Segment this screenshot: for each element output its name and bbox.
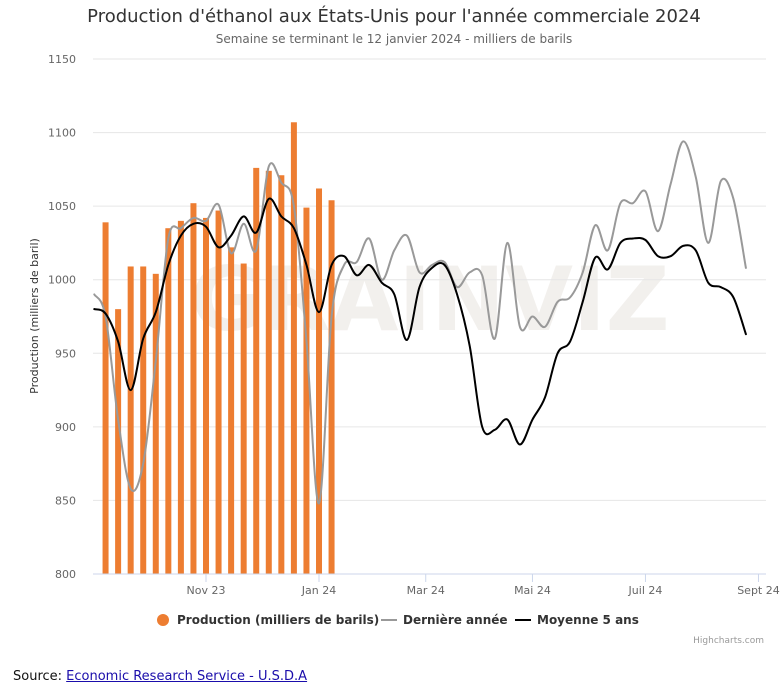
production-bars bbox=[102, 122, 335, 575]
source-prefix: Source: bbox=[13, 669, 67, 684]
highcharts-credits[interactable]: Highcharts.com bbox=[693, 636, 764, 646]
x-tick-label: Juil 24 bbox=[628, 584, 663, 597]
legend-five-year-average-label: Moyenne 5 ans bbox=[537, 613, 639, 627]
y-tick-label: 900 bbox=[55, 421, 76, 434]
series-lines bbox=[93, 140, 747, 505]
production-bar bbox=[203, 217, 210, 574]
watermark-logo: GRAINVIZ bbox=[190, 248, 669, 351]
y-tick-label: 1000 bbox=[48, 274, 76, 287]
legend-item-five-year-average[interactable]: Moyenne 5 ans bbox=[515, 613, 639, 627]
chart-title: Production d'éthanol aux États-Unis pour… bbox=[87, 5, 701, 27]
production-bar bbox=[303, 207, 310, 574]
x-tick-label: Nov 23 bbox=[187, 584, 226, 597]
production-bar bbox=[127, 266, 134, 574]
y-axis-label: Production (milliers de baril) bbox=[28, 238, 41, 394]
production-bar bbox=[228, 247, 235, 575]
watermark-text: GRAINVIZ bbox=[190, 248, 669, 351]
production-bar bbox=[278, 175, 285, 574]
ethanol-production-chart: Production d'éthanol aux États-Unis pour… bbox=[28, 5, 780, 646]
y-tick-label: 950 bbox=[55, 347, 76, 360]
x-tick-label: Sept 24 bbox=[737, 584, 780, 597]
five-year-average-line bbox=[93, 197, 747, 446]
production-bar bbox=[265, 170, 272, 575]
production-bar bbox=[165, 228, 172, 574]
production-bar bbox=[115, 309, 122, 574]
legend-production-marker bbox=[157, 614, 169, 626]
production-bar bbox=[290, 122, 297, 575]
production-bar bbox=[140, 266, 147, 574]
chart-subtitle: Semaine se terminant le 12 janvier 2024 … bbox=[216, 32, 573, 46]
source-line: Source: Economic Research Service - U.S.… bbox=[13, 669, 307, 684]
y-tick-label: 800 bbox=[55, 568, 76, 581]
production-bar bbox=[102, 222, 109, 575]
y-tick-label: 1150 bbox=[48, 53, 76, 66]
x-tick-label: Mai 24 bbox=[514, 584, 551, 597]
legend-item-production[interactable]: Production (milliers de barils) bbox=[157, 613, 379, 627]
y-tick-label: 1100 bbox=[48, 127, 76, 140]
legend-last-year-label: Dernière année bbox=[403, 613, 508, 627]
y-tick-label: 1050 bbox=[48, 200, 76, 213]
x-tick-label: Mar 24 bbox=[407, 584, 445, 597]
production-bar bbox=[240, 263, 247, 574]
production-bar bbox=[215, 210, 222, 575]
source-link[interactable]: Economic Research Service - U.S.D.A bbox=[66, 669, 308, 684]
production-bar bbox=[328, 200, 335, 574]
y-tick-label: 850 bbox=[55, 494, 76, 507]
production-bar bbox=[190, 203, 197, 574]
production-bar bbox=[253, 167, 260, 574]
last-year-line bbox=[93, 140, 747, 505]
x-tick-label: Jan 24 bbox=[301, 584, 336, 597]
legend: Production (milliers de barils) Dernière… bbox=[157, 613, 639, 627]
production-bar bbox=[316, 188, 323, 574]
production-bar bbox=[152, 273, 159, 574]
legend-item-last-year[interactable]: Dernière année bbox=[381, 613, 508, 627]
legend-production-label: Production (milliers de barils) bbox=[177, 613, 379, 627]
chart-container: Production d'éthanol aux États-Unis pour… bbox=[28, 5, 780, 646]
axes: 800 850 900 950 1000 1050 1100 1150 Nov 23 Jan 24… bbox=[48, 53, 780, 597]
production-bar bbox=[177, 220, 184, 574]
